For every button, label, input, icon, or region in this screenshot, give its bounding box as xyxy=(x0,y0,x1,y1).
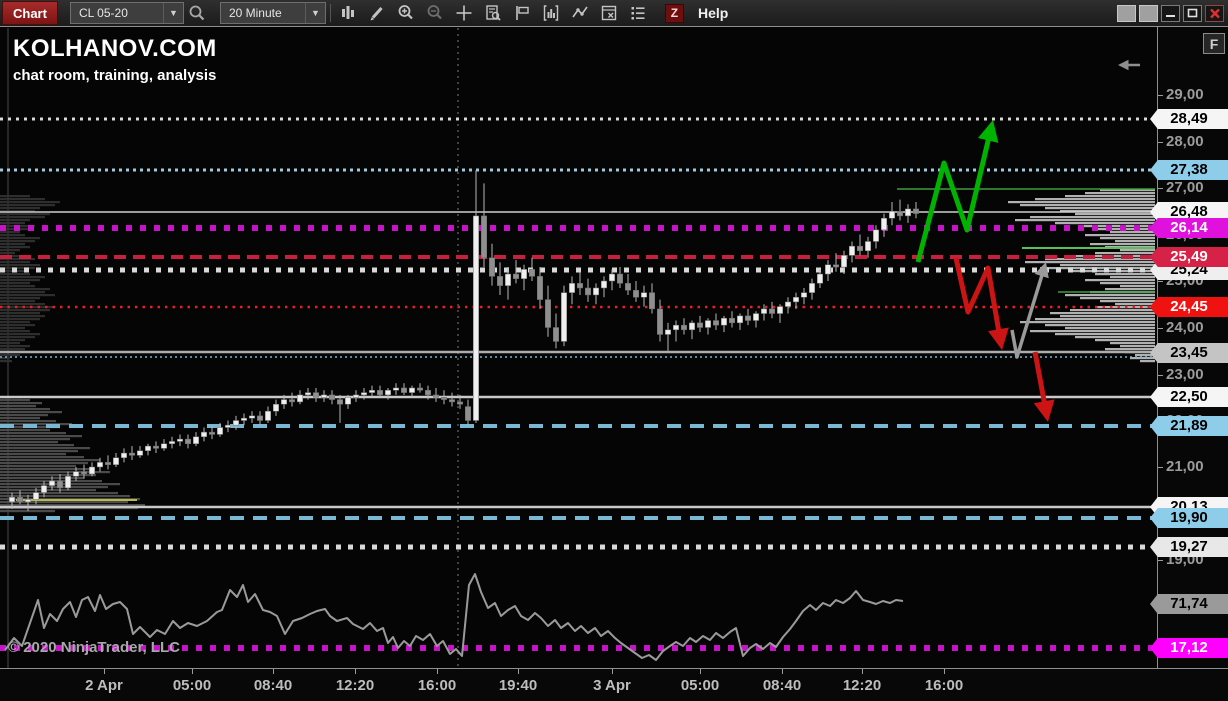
price-badge: 27,38 xyxy=(1150,160,1228,180)
time-tick-label: 05:00 xyxy=(172,677,212,694)
gray-arrow[interactable] xyxy=(1010,262,1049,359)
instrument-dropdown[interactable]: CL 05-20 ▼ xyxy=(69,2,184,24)
red-zigzag-arrow[interactable] xyxy=(953,257,1009,350)
price-badge: 71,74 xyxy=(1150,594,1228,614)
close-icon xyxy=(1209,8,1220,18)
time-tick xyxy=(944,669,945,674)
time-tick xyxy=(273,669,274,674)
time-tick xyxy=(192,669,193,674)
time-tick-label: 19:40 xyxy=(498,677,538,694)
price-badge: 23,45 xyxy=(1150,343,1228,363)
time-tick-label: 16:00 xyxy=(924,677,964,694)
price-tick-label: 29,00 xyxy=(1158,86,1228,104)
maximize-icon xyxy=(1187,8,1198,18)
price-badge: 24,45 xyxy=(1150,297,1228,317)
price-tick-label: 27,00 xyxy=(1158,179,1228,197)
help-menu[interactable]: Help xyxy=(697,5,729,21)
report-icon[interactable] xyxy=(480,2,506,24)
time-tick xyxy=(104,669,105,674)
time-tick xyxy=(518,669,519,674)
properties-icon[interactable] xyxy=(625,2,651,24)
toolbar-icons xyxy=(335,2,651,24)
minimize-icon xyxy=(1166,15,1175,17)
drawing-tools-icon[interactable] xyxy=(567,2,593,24)
price-lines[interactable] xyxy=(0,117,1155,651)
red-arrow-down[interactable] xyxy=(1032,351,1055,422)
price-tick-label: 24,00 xyxy=(1158,319,1228,337)
time-tick-label: 08:40 xyxy=(762,677,802,694)
app-tile-icon[interactable] xyxy=(1117,4,1136,22)
candlesticks xyxy=(9,170,919,512)
back-arrow[interactable] xyxy=(1118,59,1140,71)
maximize-button[interactable] xyxy=(1183,4,1202,22)
price-badge: 19,27 xyxy=(1150,537,1228,557)
instrument-value: CL 05-20 xyxy=(78,6,128,20)
window-controls xyxy=(1117,4,1224,22)
price-badge: 19,90 xyxy=(1150,508,1228,528)
close-button[interactable] xyxy=(1205,4,1224,22)
period-dropdown[interactable]: 20 Minute ▼ xyxy=(219,2,326,24)
time-tick xyxy=(612,669,613,674)
bar-style-icon[interactable] xyxy=(335,2,361,24)
zoom-in-icon[interactable] xyxy=(393,2,419,24)
time-tick xyxy=(437,669,438,674)
strategies-icon[interactable] xyxy=(596,2,622,24)
toolbar-separator xyxy=(329,4,331,22)
price-badge: 28,49 xyxy=(1150,109,1228,129)
price-badge: 25,49 xyxy=(1150,247,1228,267)
indicator-line xyxy=(4,573,904,661)
copyright-label: © 2020 NinjaTrader, LLC xyxy=(8,639,180,656)
price-badge: 26,48 xyxy=(1150,202,1228,222)
session-lines xyxy=(7,28,459,668)
time-tick-label: 3 Apr xyxy=(593,677,631,694)
volume-profiles xyxy=(0,189,1155,513)
indicators-icon[interactable] xyxy=(538,2,564,24)
chart-canvas[interactable]: KOLHANOV.COM chat room, training, analys… xyxy=(0,27,1158,668)
price-badge: 26,14 xyxy=(1150,218,1228,238)
time-tick-label: 12:20 xyxy=(335,677,375,694)
fixed-scale-button[interactable]: F xyxy=(1203,33,1225,54)
time-tick xyxy=(700,669,701,674)
chevron-down-icon: ▼ xyxy=(163,3,183,23)
time-tick-label: 12:20 xyxy=(842,677,882,694)
time-axis[interactable]: 2 Apr 05:00 08:40 12:20 16:00 19:40 3 Apr 05:00… xyxy=(0,668,1228,701)
time-tick xyxy=(355,669,356,674)
time-tick xyxy=(862,669,863,674)
draw-pencil-icon[interactable] xyxy=(364,2,390,24)
chart-plot[interactable] xyxy=(0,27,1157,668)
chart-menu-button[interactable]: Chart xyxy=(2,1,58,25)
price-badge: 17,12 xyxy=(1150,638,1228,658)
time-tick-label: 2 Apr xyxy=(85,677,123,694)
price-tick-label: 28,00 xyxy=(1158,133,1228,151)
zoom-out-icon[interactable] xyxy=(422,2,448,24)
price-axis[interactable]: F 29,0028,0027,0026,0025,0024,0023,0022,… xyxy=(1150,27,1228,668)
time-tick xyxy=(782,669,783,674)
green-zigzag-arrow[interactable] xyxy=(915,120,999,263)
price-tick-label: 23,00 xyxy=(1158,366,1228,384)
time-tick-label: 05:00 xyxy=(680,677,720,694)
minimize-button[interactable] xyxy=(1161,4,1180,22)
price-badge: 22,50 xyxy=(1150,387,1228,407)
alerts-icon[interactable] xyxy=(509,2,535,24)
z-button[interactable]: Z xyxy=(664,3,684,23)
time-tick-label: 08:40 xyxy=(253,677,293,694)
search-icon[interactable] xyxy=(184,2,210,24)
price-badge: 21,89 xyxy=(1150,416,1228,436)
app-tile-icon[interactable] xyxy=(1139,4,1158,22)
period-value: 20 Minute xyxy=(228,6,282,20)
toolbar: Chart CL 05-20 ▼ 20 Minute ▼ Z Help xyxy=(0,0,1228,27)
crosshair-icon[interactable] xyxy=(451,2,477,24)
price-tick-label: 21,00 xyxy=(1158,458,1228,476)
chevron-down-icon: ▼ xyxy=(305,3,325,23)
time-tick-label: 16:00 xyxy=(417,677,457,694)
